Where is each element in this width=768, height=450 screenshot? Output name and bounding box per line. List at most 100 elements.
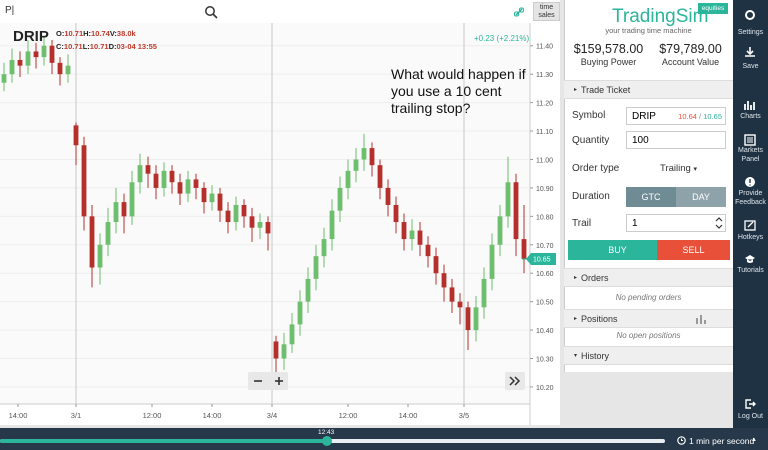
field-label: Quantity [572, 135, 610, 146]
x-tick-label: 12:00 [143, 411, 162, 420]
sidebar-icon[interactable] [744, 176, 756, 188]
candle-body [217, 193, 223, 211]
order-type[interactable]: Trailing ▾ [660, 163, 697, 174]
sidebar-label: Markets Panel [738, 147, 763, 163]
progress-knob[interactable] [322, 436, 332, 446]
badge: equities [698, 3, 728, 14]
link-icon[interactable] [514, 7, 524, 17]
buy-button[interactable]: BUY [568, 240, 667, 260]
section-title: Trade Ticket [581, 84, 631, 95]
progress-track [0, 439, 665, 443]
quote-label: V: [109, 29, 117, 38]
candle-body [161, 170, 167, 188]
sidebar-icon[interactable] [744, 253, 756, 265]
candle-body [409, 230, 415, 240]
section-header[interactable]: ▸ Positions [564, 309, 733, 328]
sidebar-label: Tutorials [737, 267, 764, 274]
time-sales-button[interactable]: time sales [533, 2, 560, 21]
candle-body [265, 222, 271, 234]
candle-body [497, 216, 503, 245]
spinner[interactable] [714, 216, 724, 230]
symbol-input[interactable]: DRIP 10.64 / 10.65 [626, 107, 726, 125]
sidebar-label: Log Out [738, 413, 763, 420]
candle-body [249, 216, 255, 228]
sidebar-icon[interactable] [744, 46, 756, 58]
search-input[interactable]: P| [5, 5, 15, 16]
section-title: Orders [581, 272, 609, 283]
day-button[interactable]: DAY [676, 187, 726, 207]
quantity-input[interactable]: 100 [626, 131, 726, 149]
playback-speed[interactable]: 1 min per second [689, 436, 755, 446]
candle-body [329, 210, 335, 240]
last-price-label: 10.65 [533, 256, 551, 263]
candle-body [33, 51, 39, 58]
sidebar-icon[interactable] [744, 398, 756, 410]
bid: 10.64 [678, 111, 697, 121]
annotation: What would happen if you use a 10 cent t… [391, 66, 526, 116]
candle-body [17, 59, 23, 66]
section-title: Positions [581, 313, 618, 324]
quote-label: O: [56, 29, 65, 38]
sidebar-icon[interactable] [744, 134, 756, 146]
x-tick-label: 14:00 [203, 411, 222, 420]
quote-value: 10.71 [64, 29, 84, 38]
x-tick-label: 14:00 [399, 411, 418, 420]
account-value-label: Account Value [661, 57, 720, 67]
section-header[interactable]: ▾ History [564, 346, 733, 365]
sidebar-icon[interactable] [744, 9, 756, 21]
candle-body [449, 287, 455, 302]
x-tick-label: 3/1 [71, 411, 81, 420]
field-label: Trail [572, 218, 592, 229]
candle-body [521, 239, 527, 259]
quote-value: 38.0k [116, 29, 136, 38]
candle-body [289, 324, 295, 345]
search-icon[interactable] [204, 5, 218, 19]
tagline: your trading time machine [605, 26, 692, 35]
quote-value: 03-04 13:55 [116, 42, 157, 51]
clock-icon [677, 436, 686, 445]
speed-caret[interactable]: ▲ [751, 437, 757, 443]
candle-body [425, 244, 431, 257]
zoom-buttons[interactable] [252, 375, 286, 387]
section-header[interactable]: ▸ Orders [564, 268, 733, 287]
candle-body [209, 193, 215, 203]
scroll-end[interactable] [505, 372, 525, 390]
gtc-button[interactable]: GTC [626, 187, 676, 207]
trail-input[interactable]: 1 [626, 214, 726, 232]
candle-body [105, 222, 111, 245]
candle-body [9, 59, 15, 75]
sidebar-label: Save [742, 63, 759, 70]
ask: 10.65 [703, 111, 722, 121]
section-header[interactable]: ▸ Trade Ticket [564, 80, 733, 99]
quote-label: H: [83, 29, 92, 38]
y-tick-label: 11.10 [536, 129, 553, 136]
sell-button[interactable]: SELL [657, 240, 730, 260]
candle-body [369, 148, 375, 166]
candle-body [49, 45, 55, 63]
search-bar [0, 0, 560, 24]
candle-body [433, 256, 439, 274]
field-label: Duration [572, 191, 610, 202]
candle-body [457, 301, 463, 308]
sidebar-icon[interactable] [744, 219, 756, 231]
candle-body [473, 307, 479, 331]
field-label: Order type [572, 163, 620, 174]
empty-note: No open positions [616, 331, 681, 340]
symbol: DRIP [632, 110, 656, 122]
last-price-tag [526, 252, 556, 265]
candle-body [417, 230, 423, 245]
candle-body [233, 204, 239, 223]
candle-body [505, 182, 511, 217]
y-tick-label: 10.60 [536, 271, 554, 278]
quote-row: O:10.71H:10.74V:38.0k [56, 29, 136, 38]
candle-body [337, 187, 343, 211]
quote-row: C:10.71L:10.71D:03-04 13:55 [56, 42, 157, 51]
progress-fill [0, 439, 327, 443]
y-tick-label: 10.90 [536, 186, 554, 193]
positions-icon [696, 315, 706, 324]
candle-body [73, 125, 79, 146]
sidebar [733, 0, 768, 428]
sidebar-icon[interactable] [744, 99, 756, 111]
candle-body [137, 165, 143, 183]
candle-body [57, 62, 63, 75]
